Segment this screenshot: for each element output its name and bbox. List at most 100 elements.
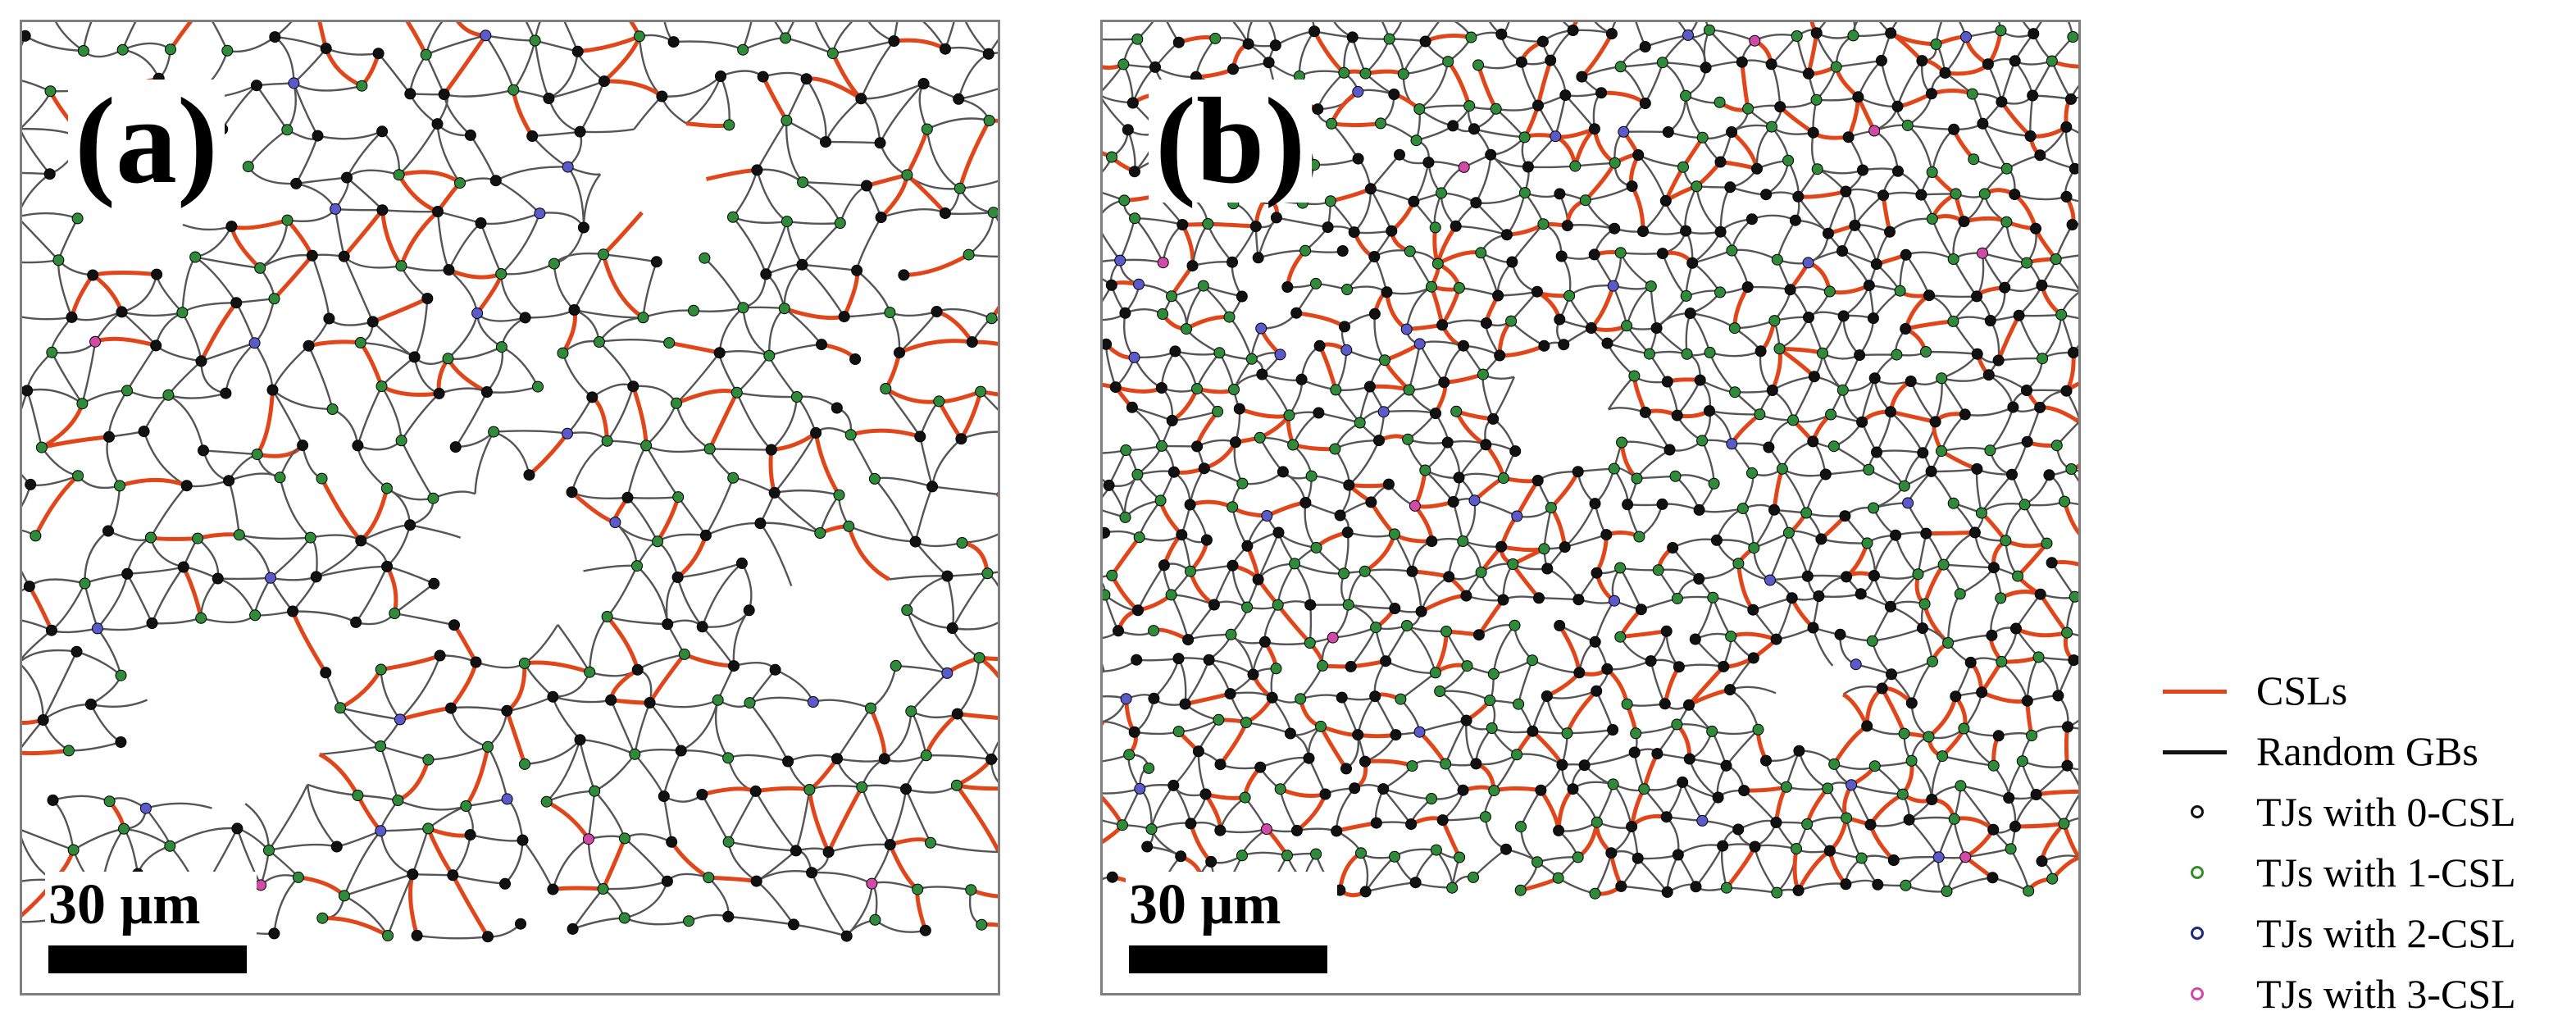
csl-boundary	[1172, 389, 1197, 421]
tj-1csl-marker	[1282, 850, 1293, 861]
scale-bar-line-b	[1129, 945, 1327, 973]
tj-1csl-marker	[1130, 213, 1140, 224]
random-grain-boundary	[505, 840, 523, 884]
legend-label: TJs with 3-CSL	[2256, 969, 2516, 1018]
tj-1csl-marker	[2059, 818, 2069, 829]
csl-boundary	[992, 255, 998, 318]
tj-1csl-marker	[1144, 763, 1154, 773]
csl-boundary	[1293, 445, 1335, 449]
tj-1csl-marker	[1117, 820, 1128, 831]
tj-1csl-marker	[1634, 531, 1645, 542]
tj-0csl-marker	[1309, 26, 1320, 37]
random-grain-boundary	[769, 356, 797, 397]
random-grain-boundary	[1586, 200, 1614, 229]
random-grain-boundary	[271, 538, 311, 578]
tj-0csl-marker	[587, 392, 598, 403]
tj-1csl-marker	[589, 786, 600, 796]
random-grain-boundary	[1908, 125, 1954, 130]
tj-1csl-marker	[1121, 445, 1131, 456]
random-grain-boundary	[1300, 695, 1342, 699]
tj-0csl-marker	[1156, 383, 1167, 394]
tj-0csl-marker	[1640, 98, 1650, 109]
tj-1csl-marker	[1777, 463, 1787, 474]
tj-1csl-marker	[1311, 542, 1322, 553]
tj-1csl-marker	[357, 80, 367, 91]
random-grain-boundary	[1891, 607, 1923, 628]
tj-0csl-marker	[500, 878, 511, 889]
tj-0csl-marker	[940, 43, 951, 54]
tj-0csl-marker	[152, 269, 162, 280]
csl-boundary	[340, 670, 381, 708]
random-grain-boundary	[953, 628, 980, 658]
tj-2csl-marker	[330, 203, 341, 214]
tj-0csl-marker	[956, 434, 967, 444]
tj-1csl-marker	[1431, 845, 1441, 855]
tj-2csl-marker	[1135, 783, 1145, 794]
random-grain-boundary	[127, 345, 156, 390]
csl-boundary	[382, 210, 401, 266]
tj-1csl-marker	[2056, 309, 2067, 320]
tj-1csl-marker	[1923, 731, 1934, 742]
random-grain-boundary	[1220, 829, 1267, 832]
tj-1csl-marker	[1271, 663, 1281, 674]
random-grain-boundary	[203, 450, 229, 481]
tj-1csl-marker	[30, 531, 41, 541]
random-grain-boundary	[152, 618, 202, 624]
tj-0csl-marker	[465, 130, 476, 140]
tj-1csl-marker	[1389, 529, 1400, 540]
tj-1csl-marker	[2069, 591, 2078, 602]
tj-0csl-marker	[811, 427, 821, 438]
tj-0csl-marker	[405, 89, 416, 99]
random-grain-boundary	[1965, 408, 2014, 416]
tj-1csl-marker	[1959, 723, 1969, 734]
tj-1csl-marker	[1899, 481, 1909, 491]
random-grain-boundary	[733, 217, 766, 275]
tj-0csl-marker	[632, 664, 643, 675]
csl-boundary	[293, 612, 325, 673]
tj-1csl-marker	[530, 35, 540, 46]
tj-0csl-marker	[224, 476, 234, 486]
random-grain-boundary	[890, 312, 899, 353]
tj-0csl-marker	[382, 561, 393, 572]
random-grain-boundary	[1874, 574, 1918, 578]
legend-item-5: TJs with 3-CSL	[2148, 964, 2574, 1025]
tj-0csl-marker	[1176, 530, 1187, 540]
tj-0csl-marker	[1771, 634, 1782, 645]
random-grain-boundary	[1953, 321, 1977, 354]
random-grain-boundary	[608, 441, 647, 446]
tj-1csl-marker	[1948, 316, 1959, 326]
random-grain-boundary	[1744, 790, 1776, 822]
scale-bar-a: 30 μm	[45, 872, 257, 982]
tj-0csl-marker	[429, 578, 439, 589]
csl-boundary	[1780, 348, 1814, 376]
random-grain-boundary	[1413, 572, 1422, 612]
tj-1csl-marker	[1436, 188, 1447, 198]
random-grain-boundary	[1663, 253, 1686, 296]
tj-1csl-marker	[428, 493, 439, 503]
tj-3csl-marker	[1261, 824, 1272, 835]
csl-boundary	[1798, 192, 1846, 198]
tj-0csl-marker	[502, 705, 512, 716]
tj-0csl-marker	[1263, 57, 1274, 68]
random-grain-boundary	[1277, 217, 1328, 227]
tj-0csl-marker	[2014, 310, 2024, 321]
tj-0csl-marker	[1652, 749, 1663, 759]
random-grain-boundary	[1103, 639, 1104, 672]
random-grain-boundary	[52, 342, 95, 353]
random-grain-boundary	[487, 347, 503, 392]
legend-circle-mark	[2191, 987, 2204, 1000]
csl-boundary	[231, 226, 260, 268]
csl-boundary	[1365, 761, 1413, 766]
tj-1csl-marker	[1801, 508, 1812, 518]
random-grain-boundary	[1806, 513, 1845, 517]
random-grain-boundary	[412, 828, 428, 874]
tj-0csl-marker	[1840, 511, 1850, 522]
tj-1csl-marker	[1678, 162, 1689, 172]
random-grain-boundary	[1476, 754, 1517, 764]
tj-1csl-marker	[1203, 219, 1213, 230]
tj-0csl-marker	[889, 36, 899, 47]
tj-1csl-marker	[1356, 848, 1367, 859]
csl-boundary	[903, 255, 968, 276]
random-grain-boundary	[628, 497, 679, 498]
random-grain-boundary	[1755, 845, 1797, 849]
